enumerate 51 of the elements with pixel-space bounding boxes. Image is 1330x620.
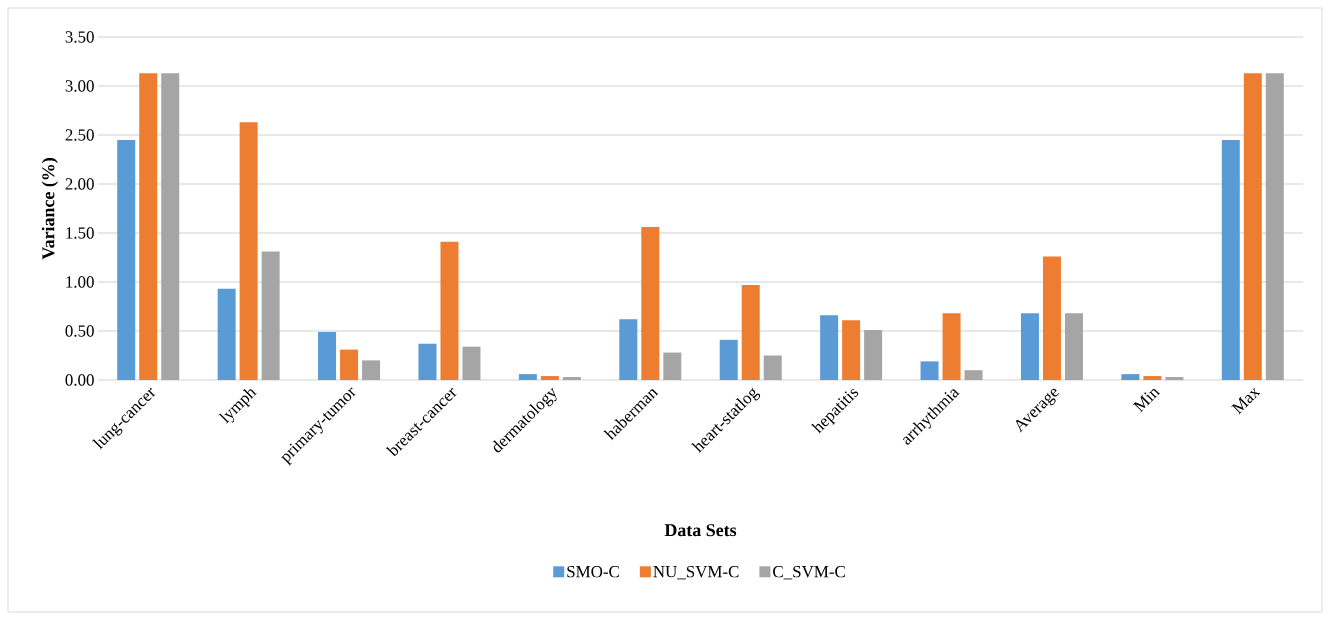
bar xyxy=(318,331,337,380)
bar xyxy=(217,288,236,380)
y-tick-label: 2.00 xyxy=(65,178,94,190)
bar xyxy=(864,330,883,380)
bar xyxy=(440,241,459,380)
y-tick-label: 3.00 xyxy=(65,80,94,92)
bar xyxy=(462,346,481,380)
y-tick-label: 1.50 xyxy=(66,227,94,239)
bar xyxy=(842,320,861,380)
bar xyxy=(562,377,581,380)
bar xyxy=(117,139,136,380)
bar xyxy=(1121,374,1140,380)
x-axis-title: Data Sets xyxy=(664,524,737,537)
y-tick-label: 2.50 xyxy=(65,129,94,141)
bar xyxy=(920,361,939,380)
bar xyxy=(418,343,437,380)
bar xyxy=(1064,313,1083,380)
bar xyxy=(820,315,839,380)
bar xyxy=(663,352,682,380)
y-tick-label: 0.50 xyxy=(65,325,94,337)
bar xyxy=(239,122,258,380)
bar xyxy=(1165,377,1184,380)
legend-label: C_SVM-C xyxy=(773,565,845,580)
bar xyxy=(619,319,638,380)
y-tick-label: 3.50 xyxy=(65,31,94,43)
y-tick-label: 0.00 xyxy=(65,374,94,386)
bar xyxy=(340,349,359,380)
x-tick-label: Max xyxy=(1231,387,1261,415)
bar xyxy=(719,339,738,380)
bar xyxy=(540,376,559,380)
bar xyxy=(1143,376,1162,380)
bar xyxy=(362,360,381,380)
x-tick-label: Min xyxy=(1132,388,1161,413)
bar xyxy=(942,313,961,380)
bar xyxy=(641,227,660,380)
y-tick-label: 1.00 xyxy=(66,276,94,288)
bar xyxy=(964,370,983,380)
bar xyxy=(741,284,760,380)
legend-label: NU_SVM-C xyxy=(653,565,739,580)
bar xyxy=(261,251,280,380)
legend-label: SMO-C xyxy=(567,565,619,578)
bar xyxy=(1042,256,1061,380)
bar xyxy=(1221,139,1240,380)
bar xyxy=(1243,73,1262,380)
bar xyxy=(1265,73,1284,380)
bar xyxy=(161,73,180,380)
bar xyxy=(763,355,782,380)
bar xyxy=(1020,313,1039,380)
bar xyxy=(139,73,158,380)
bar xyxy=(518,374,537,380)
y-axis-title: Variance (%) xyxy=(41,158,59,260)
